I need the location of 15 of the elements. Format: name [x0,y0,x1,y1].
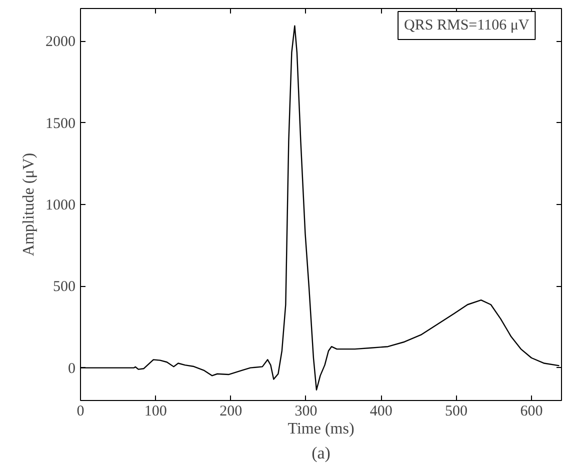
y-tick-label: 1000 [46,198,76,214]
text: (a) [312,444,330,462]
x-tick-label: 100 [144,404,167,420]
x-axis-title: Time (ms) [288,420,354,438]
annotation: QRS RMS=1106 μV [404,18,530,34]
y-tick-label: 500 [53,279,76,296]
x-tick-label: 200 [220,404,242,420]
x-tick-label: 500 [445,404,468,420]
y-tick-label: 2000 [46,34,76,50]
x-tick-label: 400 [370,404,392,420]
y-axis-title: Amplitude (μV) [20,152,38,256]
x-tick-label: 300 [294,404,318,420]
y-tick-label: 1500 [46,116,76,132]
y-tick-label: 0 [68,360,76,377]
x-tick-label: 600 [520,404,543,420]
